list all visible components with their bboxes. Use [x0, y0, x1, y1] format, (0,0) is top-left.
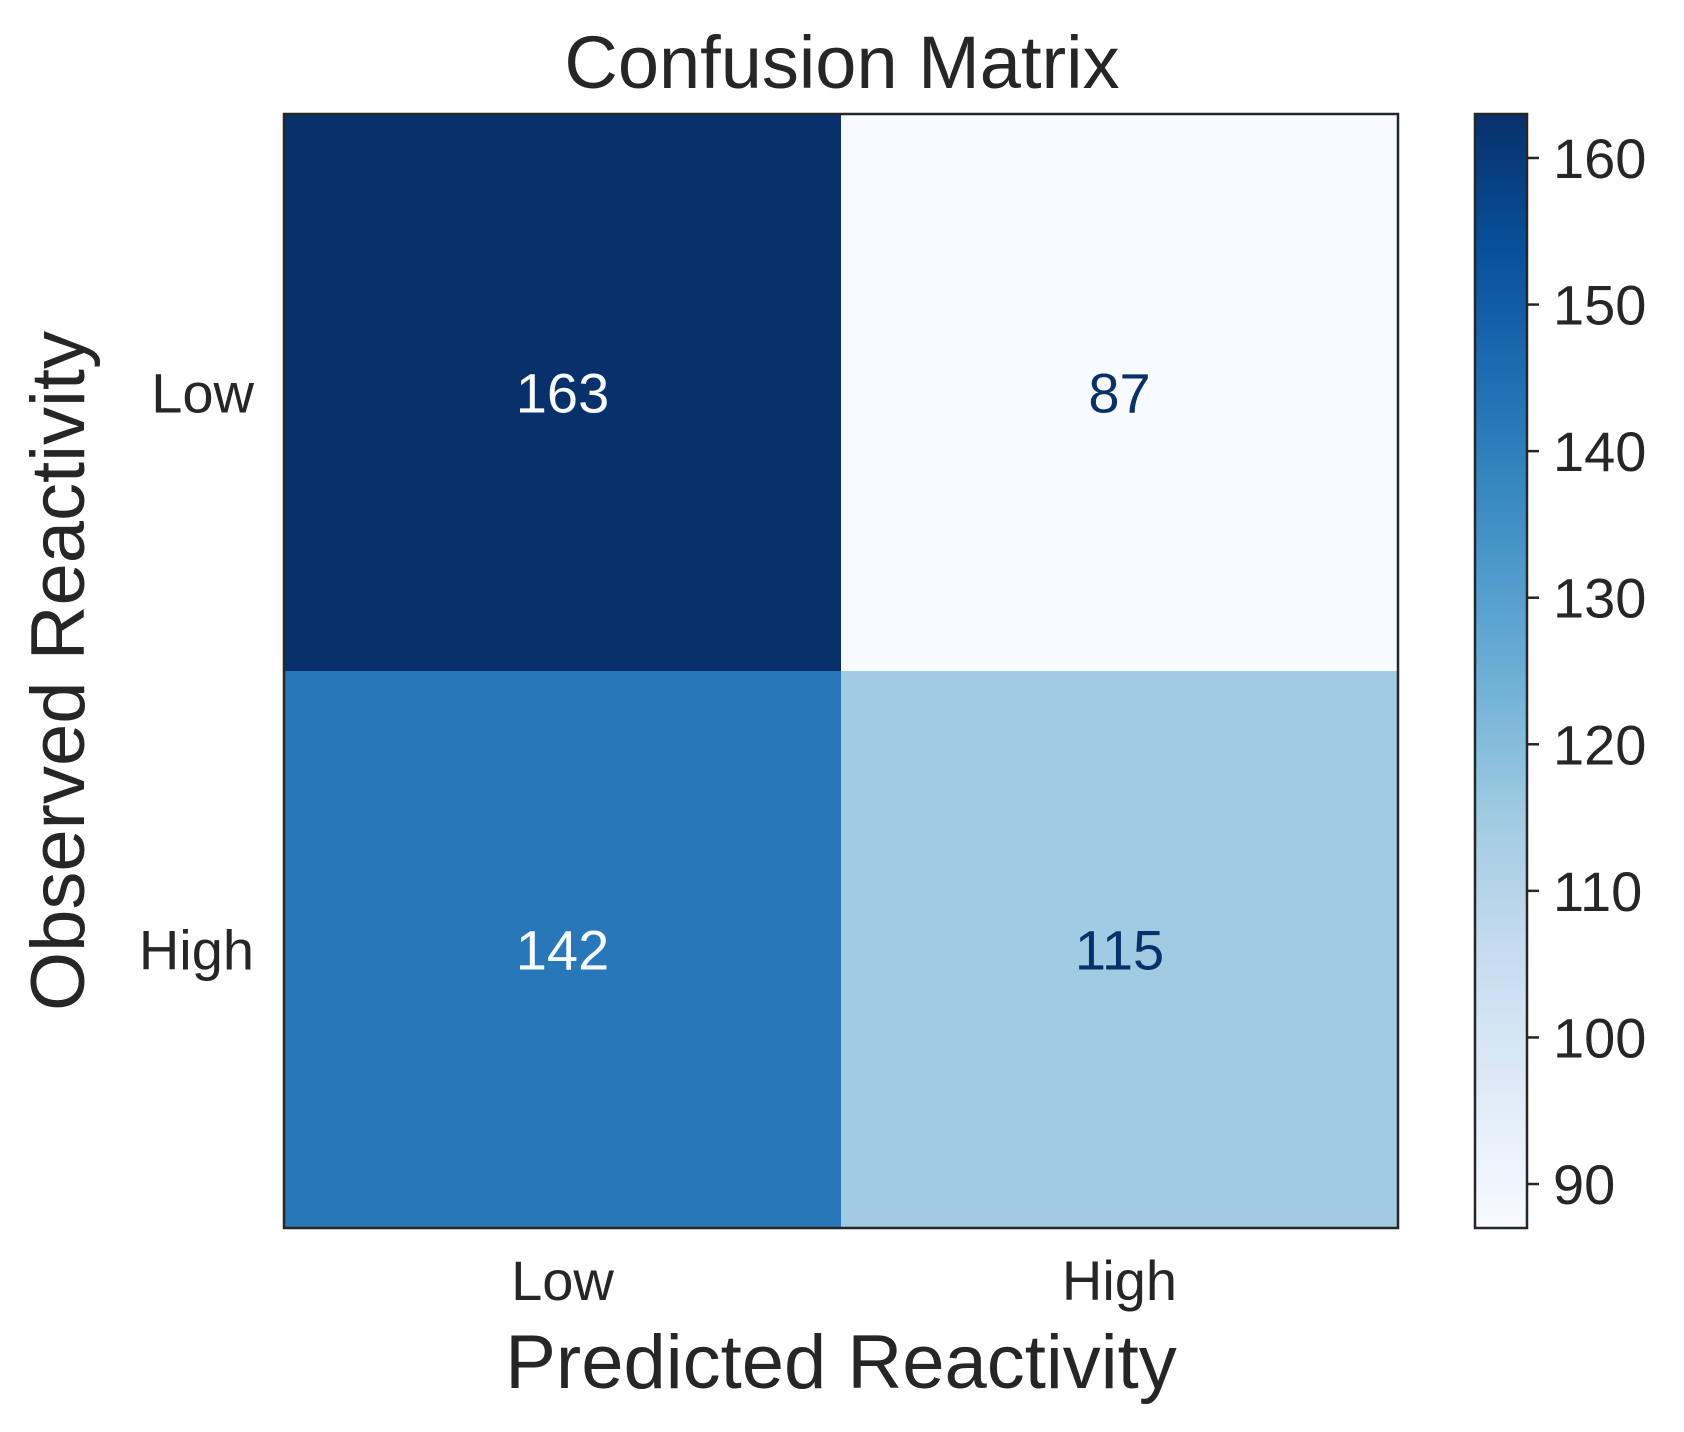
heatmap-cell	[841, 114, 1399, 672]
colorbar-tick-label: 160	[1553, 127, 1646, 190]
heatmap-cell-labels: 163 87 142 115	[516, 362, 1164, 982]
x-tick-label: High	[1062, 1249, 1177, 1312]
heatmap-cell-value: 87	[1088, 362, 1150, 425]
colorbar-tick-label: 100	[1553, 1006, 1646, 1069]
heatmap-cells	[284, 114, 1399, 1229]
colorbar-tick-label: 90	[1553, 1153, 1615, 1216]
heatmap-cell	[284, 114, 842, 672]
x-tick-label: Low	[511, 1249, 614, 1312]
plot-frame	[282, 112, 1400, 1230]
colorbar-tick-label: 110	[1553, 860, 1642, 923]
y-axis-label: Observed Reactivity	[16, 331, 101, 1011]
heatmap-cell-value: 142	[516, 919, 609, 982]
heatmap-cell	[841, 671, 1399, 1229]
y-tick-label: High	[139, 919, 254, 982]
y-tick-label: Low	[151, 362, 254, 425]
heatmap-cell-value: 163	[516, 362, 609, 425]
chart-title: Confusion Matrix	[564, 21, 1119, 104]
colorbar-tick-label: 140	[1553, 420, 1646, 483]
heatmap-cell	[284, 671, 842, 1229]
colorbar-tick-label: 150	[1553, 274, 1646, 337]
heatmap-cell-value: 115	[1075, 919, 1164, 982]
x-axis-ticks: Low High	[511, 1249, 1177, 1312]
colorbar-tick-label: 130	[1553, 567, 1646, 630]
colorbar-tick-label: 120	[1553, 713, 1646, 776]
y-axis-ticks: Low High	[139, 362, 255, 982]
colorbar	[1473, 112, 1529, 1230]
colorbar-ticks: 90 100 110 120 130 140 150 160	[1527, 127, 1646, 1216]
x-axis-label: Predicted Reactivity	[505, 1320, 1177, 1405]
